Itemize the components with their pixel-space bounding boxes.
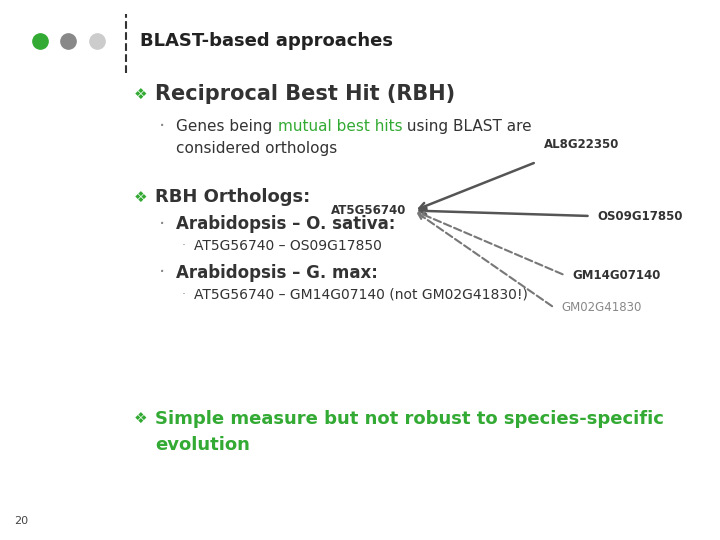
- Text: ·: ·: [181, 288, 186, 301]
- Text: Reciprocal Best Hit (RBH): Reciprocal Best Hit (RBH): [155, 84, 455, 105]
- Text: Genes being: Genes being: [176, 119, 277, 134]
- Text: 20: 20: [14, 516, 29, 526]
- Text: ·: ·: [159, 214, 165, 234]
- Text: evolution: evolution: [155, 436, 250, 455]
- Text: ·: ·: [159, 117, 165, 137]
- Text: BLAST-based approaches: BLAST-based approaches: [140, 31, 393, 50]
- Text: using BLAST are: using BLAST are: [402, 119, 532, 134]
- Text: mutual best hits: mutual best hits: [277, 119, 402, 134]
- Text: ❖: ❖: [134, 87, 147, 102]
- Text: Simple measure but not robust to species-specific: Simple measure but not robust to species…: [155, 409, 664, 428]
- Text: ·: ·: [159, 263, 165, 282]
- Text: RBH Orthologs:: RBH Orthologs:: [155, 188, 310, 206]
- Text: GM02G41830: GM02G41830: [562, 301, 642, 314]
- Text: Arabidopsis – G. max:: Arabidopsis – G. max:: [176, 264, 378, 282]
- Text: considered orthologs: considered orthologs: [176, 141, 338, 156]
- Text: AT5G56740: AT5G56740: [331, 204, 407, 217]
- Text: ❖: ❖: [134, 411, 147, 426]
- Text: AL8G22350: AL8G22350: [544, 138, 619, 151]
- Text: AT5G56740 – OS09G17850: AT5G56740 – OS09G17850: [194, 239, 382, 253]
- Text: AT5G56740 – GM14G07140 (not GM02G41830!): AT5G56740 – GM14G07140 (not GM02G41830!): [194, 287, 528, 301]
- Text: Arabidopsis – O. sativa:: Arabidopsis – O. sativa:: [176, 215, 396, 233]
- Text: ·: ·: [181, 239, 186, 252]
- Text: ❖: ❖: [134, 190, 147, 205]
- Text: GM14G07140: GM14G07140: [572, 269, 661, 282]
- Text: OS09G17850: OS09G17850: [598, 210, 683, 222]
